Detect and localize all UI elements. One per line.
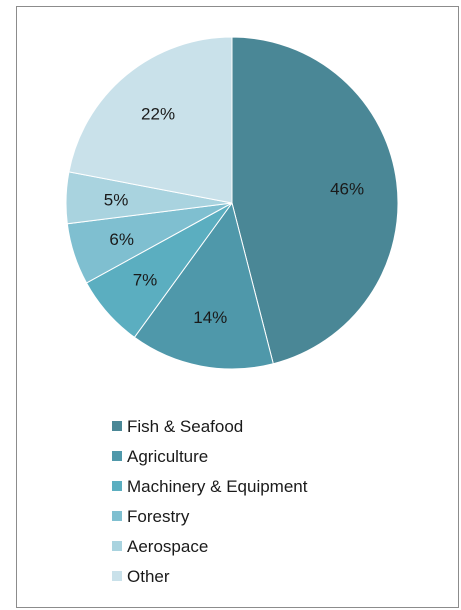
pie-slice-other <box>68 36 233 204</box>
chart-legend: Fish & Seafood Agriculture Machinery & Equ… <box>112 411 307 591</box>
legend-swatch <box>112 571 122 581</box>
pie-slice-fish-seafood <box>231 36 399 365</box>
legend-swatch <box>112 421 122 431</box>
legend-item: Fish & Seafood <box>112 411 307 441</box>
legend-item: Machinery & Equipment <box>112 471 307 501</box>
legend-label: Aerospace <box>127 536 209 556</box>
legend-label: Agriculture <box>127 446 209 466</box>
legend-item: Forestry <box>112 501 307 531</box>
data-label: 7% <box>133 271 158 290</box>
legend-label: Forestry <box>127 506 190 526</box>
pie-slice-labels: 46% 14% 7% 6% 5% 22% <box>104 105 364 327</box>
legend-swatch <box>112 511 122 521</box>
legend-swatch <box>112 541 122 551</box>
legend-item: Other <box>112 561 307 591</box>
legend-swatch <box>112 481 122 491</box>
data-label: 6% <box>109 230 134 249</box>
legend-item: Aerospace <box>112 531 307 561</box>
pie-slices <box>65 36 399 370</box>
legend-label: Other <box>127 566 170 586</box>
pie-slice-agriculture <box>133 201 274 370</box>
legend-label: Fish & Seafood <box>127 416 244 436</box>
data-label: 22% <box>141 105 175 124</box>
legend-label: Machinery & Equipment <box>127 476 308 496</box>
legend-swatch <box>112 451 122 461</box>
data-label: 46% <box>330 179 364 198</box>
data-label: 14% <box>193 308 227 327</box>
data-label: 5% <box>104 190 129 209</box>
legend-item: Agriculture <box>112 441 307 471</box>
